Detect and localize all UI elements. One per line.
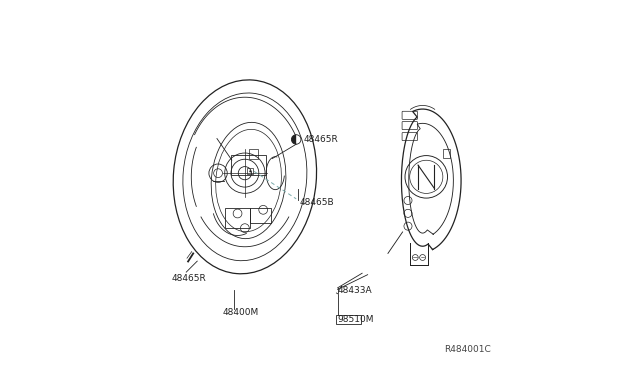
Bar [225, 208, 250, 228]
Bar [248, 149, 258, 158]
Circle shape [249, 170, 252, 173]
Text: 48433A: 48433A [337, 286, 372, 295]
Bar [231, 155, 266, 175]
Text: 48465R: 48465R [303, 135, 339, 144]
Bar [248, 169, 253, 174]
Text: 48465R: 48465R [172, 274, 206, 283]
Text: R484001C: R484001C [444, 344, 490, 353]
Bar [443, 149, 450, 158]
Wedge shape [291, 135, 296, 144]
Text: 48400M: 48400M [223, 308, 259, 317]
Text: 48465B: 48465B [300, 198, 335, 207]
Bar [337, 315, 361, 324]
Bar [250, 208, 271, 223]
Text: 98510M: 98510M [337, 314, 374, 324]
